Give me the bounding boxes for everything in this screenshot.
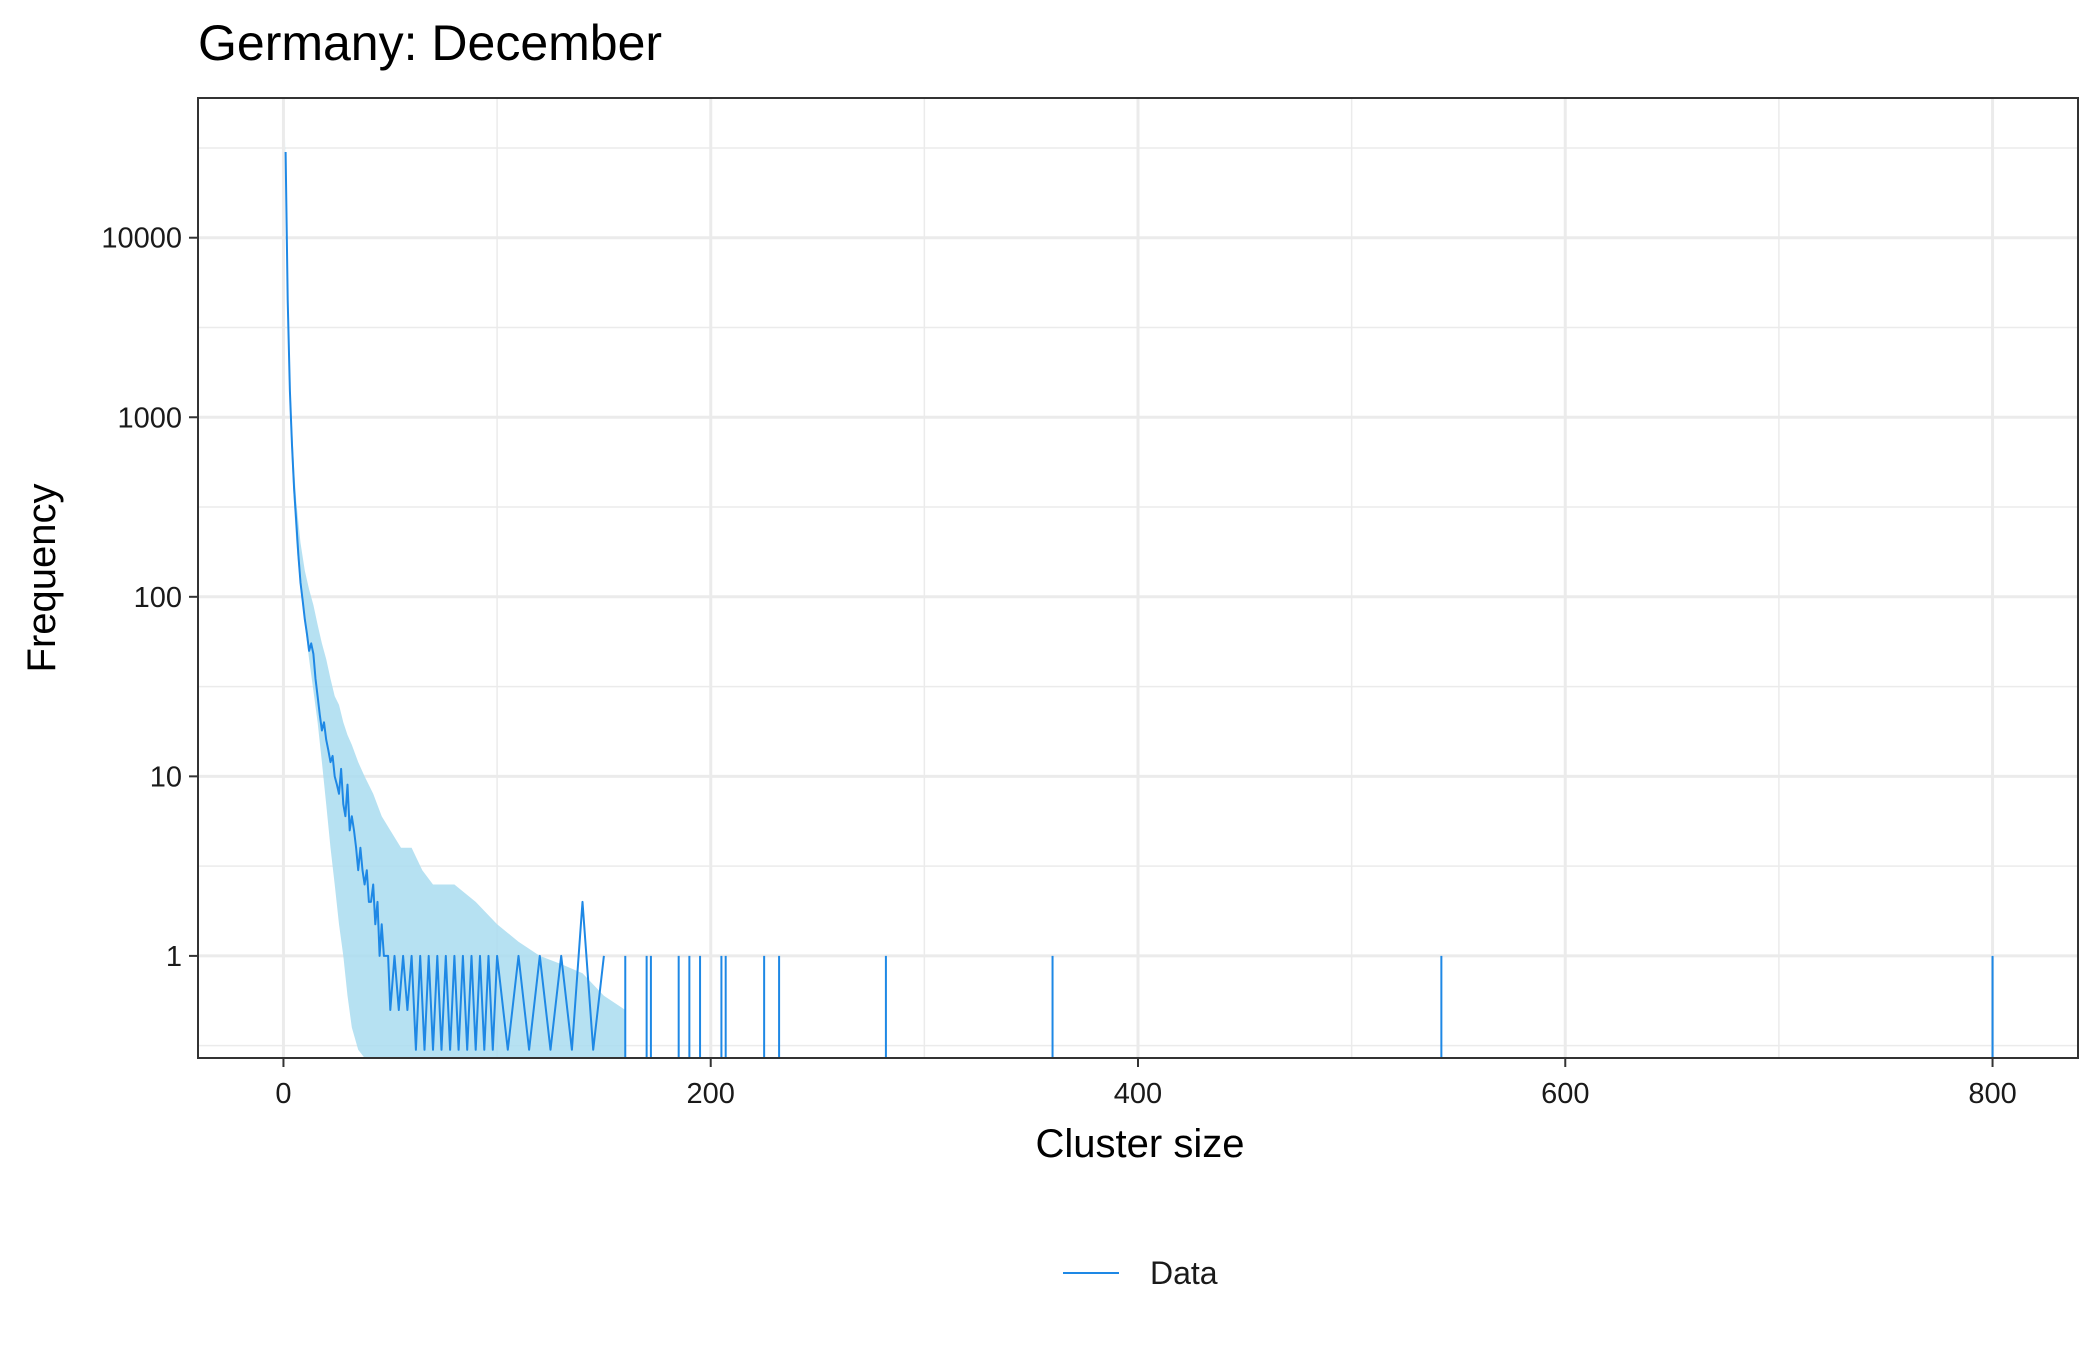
y-tick-label: 100 — [134, 582, 182, 614]
y-tick-label: 1000 — [117, 402, 182, 434]
x-axis-ticks: 0 200 400 600 800 — [275, 1058, 2017, 1110]
y-tick-label: 10 — [150, 761, 182, 793]
y-tick-label: 10000 — [101, 223, 182, 255]
x-tick-label: 400 — [1114, 1078, 1162, 1110]
chart-title: Germany: December — [198, 15, 662, 71]
x-tick-label: 200 — [687, 1078, 735, 1110]
confidence-band — [285, 137, 626, 1059]
legend: Data — [1063, 1255, 1218, 1291]
x-tick-label: 600 — [1541, 1078, 1589, 1110]
plot-panel — [197, 97, 2079, 1059]
data-line-layer — [284, 151, 1994, 1058]
y-tick-label: 1 — [166, 941, 182, 973]
data-series-line — [284, 151, 605, 1051]
y-axis-ticks: 1 10 100 1000 10000 — [101, 223, 198, 973]
y-axis-title: Frequency — [20, 484, 64, 673]
legend-label-data: Data — [1150, 1255, 1218, 1291]
confidence-band-layer — [285, 137, 626, 1059]
x-axis-title: Cluster size — [1036, 1122, 1245, 1166]
x-tick-label: 800 — [1968, 1078, 2016, 1110]
x-tick-label: 0 — [275, 1078, 291, 1110]
